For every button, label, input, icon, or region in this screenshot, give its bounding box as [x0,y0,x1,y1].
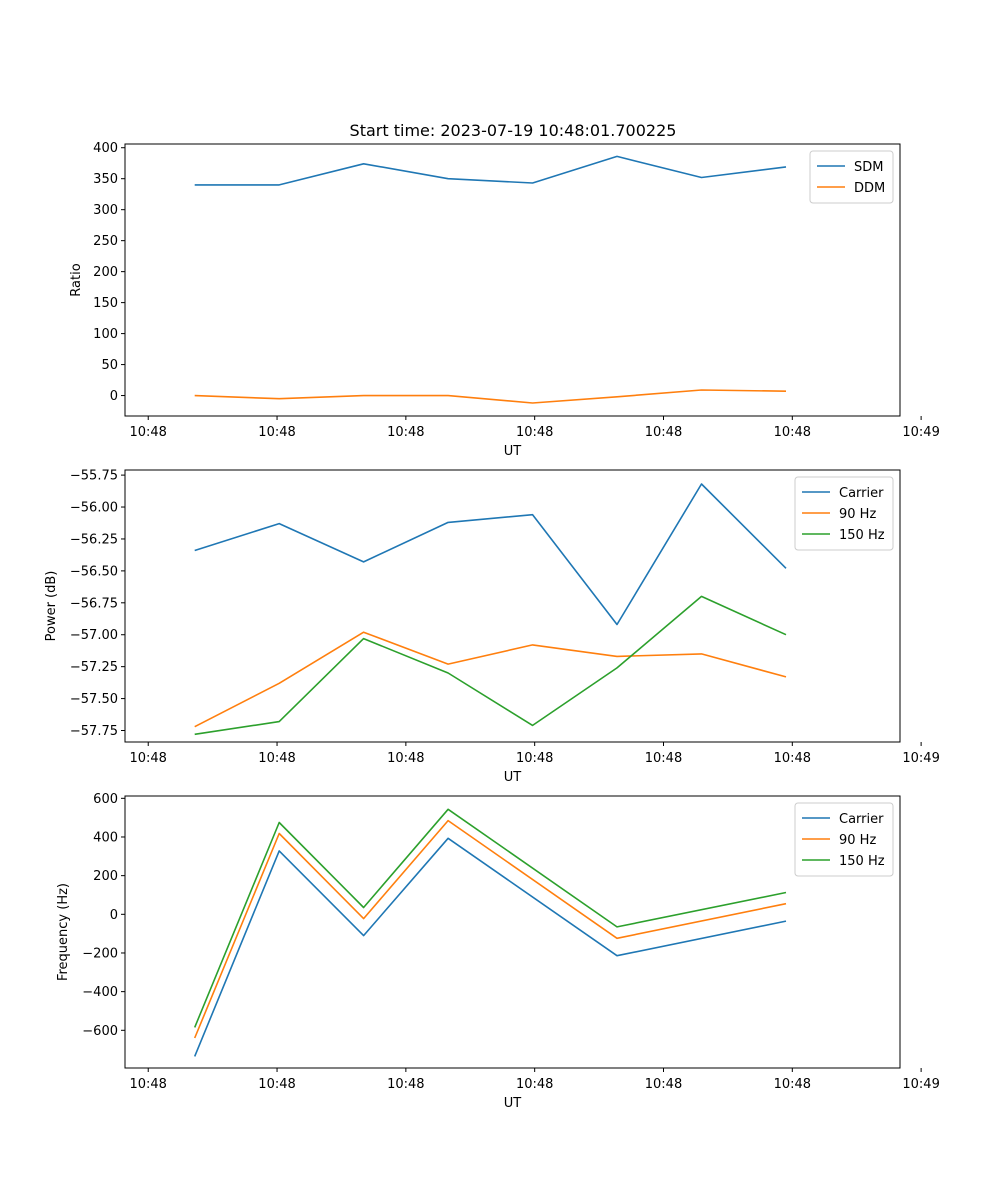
x-tick-label: 10:48 [516,425,553,440]
x-axis-label: UT [504,1096,522,1111]
y-tick-label: −57.75 [70,724,118,739]
x-tick-label: 10:49 [902,1077,939,1092]
series-lines [193,808,787,1057]
x-tick-label: 10:48 [645,425,682,440]
y-tick-label: −56.75 [70,596,118,611]
y-tick-label: −400 [82,985,118,1000]
series-line-carrier [194,483,787,626]
legend-box [809,150,894,204]
axes-frame [124,795,901,1069]
series-line-150-hz [193,808,787,1028]
legend-entry: 90 Hz [839,507,876,522]
legend-entry: DDM [854,181,885,196]
y-tick-label: 200 [93,869,118,884]
x-tick-label: 10:48 [387,751,424,766]
x-axis-label: UT [504,770,522,785]
x-tick-label: 10:48 [774,425,811,440]
legend-entry: Carrier [839,486,884,501]
x-tick-label: 10:48 [387,1077,424,1092]
y-tick-label: −600 [82,1024,118,1039]
y-tick-label: 50 [101,358,118,373]
legend-entry: SDM [854,160,883,175]
legend-entry: 150 Hz [839,854,885,869]
y-tick-label: −56.50 [70,564,118,579]
x-tick-label: 10:48 [516,751,553,766]
y-tick-label: −200 [82,946,118,961]
y-tick-label: 200 [93,265,118,280]
x-axis-label: UT [504,444,522,459]
x-tick-label: 10:48 [129,425,166,440]
series-lines [194,155,787,404]
series-lines [194,483,787,736]
series-line-90-hz [194,631,787,728]
y-tick-label: −56.00 [70,501,118,516]
chart-panel-3: −600 −400 −200 0 200 400 600 10:48 10:48 10:48 10:… [56,792,940,1111]
y-axis-label: Ratio [69,263,84,296]
x-tick-label: 10:48 [258,1077,295,1092]
x-tick-label: 10:48 [645,1077,682,1092]
x-tick-label: 10:48 [258,425,295,440]
chart-title: Start time: 2023-07-19 10:48:01.700225 [350,121,677,140]
legend: SDM DDM [809,150,894,204]
y-tick-label: 150 [93,296,118,311]
series-line-ddm [194,389,787,404]
legend-entry: Carrier [839,812,884,827]
axes-frame [124,143,901,417]
y-tick-label: −57.50 [70,692,118,707]
legend: Carrier 90 Hz 150 Hz [794,476,894,551]
y-tick-label: 250 [93,234,118,249]
axes-frame [124,469,901,743]
series-line-carrier [193,837,787,1057]
x-tick-label: 10:48 [129,1077,166,1092]
legend: Carrier 90 Hz 150 Hz [794,802,894,877]
y-tick-label: −57.00 [70,628,118,643]
series-line-sdm [194,155,787,186]
x-tick-label: 10:48 [387,425,424,440]
y-tick-label: −57.25 [70,660,118,675]
y-tick-label: 0 [110,908,118,923]
y-axis-label: Frequency (Hz) [56,883,71,981]
y-tick-label: 0 [110,389,118,404]
y-tick-label: −56.25 [70,532,118,547]
series-line-150-hz [194,595,787,736]
y-tick-label: −55.75 [70,469,118,484]
y-tick-label: 400 [93,141,118,156]
y-axis-label: Power (dB) [44,571,59,642]
x-tick-label: 10:48 [774,1077,811,1092]
y-tick-label: 300 [93,203,118,218]
x-tick-label: 10:48 [258,751,295,766]
x-tick-label: 10:48 [129,751,166,766]
chart-panel-2: −57.75 −57.50 −57.25 −57.00 −56.75 −56.50 −56.… [44,469,940,785]
x-tick-label: 10:48 [774,751,811,766]
y-tick-label: 100 [93,327,118,342]
legend-entry: 150 Hz [839,528,885,543]
legend-box [794,802,894,877]
series-line-90-hz [193,819,787,1039]
x-tick-label: 10:49 [902,751,939,766]
legend-entry: 90 Hz [839,833,876,848]
y-tick-label: 350 [93,172,118,187]
y-tick-label: 600 [93,792,118,807]
x-tick-label: 10:49 [902,425,939,440]
legend-box [794,476,894,551]
chart-panel-1: 0 50 100 150 200 250 300 350 400 10:48 10:48 10:48 1… [69,141,940,459]
y-tick-label: 400 [93,830,118,845]
x-tick-label: 10:48 [645,751,682,766]
x-tick-label: 10:48 [516,1077,553,1092]
